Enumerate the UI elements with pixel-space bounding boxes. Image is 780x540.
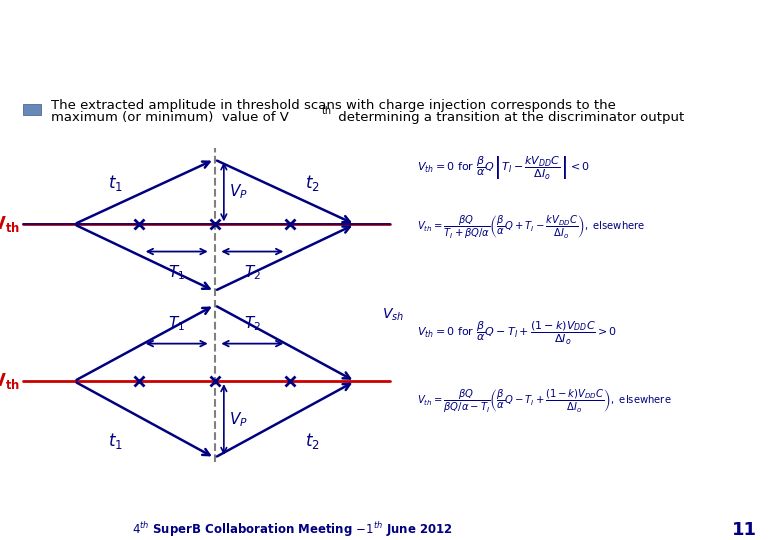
Text: $t_1$: $t_1$ <box>108 173 123 193</box>
Text: determining a transition at the discriminator output: determining a transition at the discrimi… <box>334 111 684 124</box>
Text: $\mathbf{V_{th}}$: $\mathbf{V_{th}}$ <box>0 371 20 391</box>
Text: $T_1$: $T_1$ <box>168 315 185 333</box>
Text: $T_1$: $T_1$ <box>168 264 185 282</box>
Text: maximum (or minimum)  value of V: maximum (or minimum) value of V <box>51 111 289 124</box>
Text: $4^{th}$ SuperB Collaboration Meeting $-1^{th}$ June 2012: $4^{th}$ SuperB Collaboration Meeting $-… <box>132 520 453 539</box>
Text: $V_P$: $V_P$ <box>229 183 247 201</box>
Text: $t_2$: $t_2$ <box>305 173 319 193</box>
FancyBboxPatch shape <box>23 105 41 115</box>
Text: $V_{th} = \dfrac{\beta Q}{\beta Q/\alpha - T_I}\left(\dfrac{\beta}{\alpha}Q - T_: $V_{th} = \dfrac{\beta Q}{\beta Q/\alpha… <box>417 388 672 415</box>
Text: $t_2$: $t_2$ <box>305 431 319 451</box>
Text: Extracted signal amplitude: Extracted signal amplitude <box>16 23 397 47</box>
Text: $t_1$: $t_1$ <box>108 431 123 451</box>
Text: $V_{th} = \dfrac{\beta Q}{T_I + \beta Q/\alpha}\left(\dfrac{\beta}{\alpha}Q + T_: $V_{th} = \dfrac{\beta Q}{T_I + \beta Q/… <box>417 214 646 241</box>
Text: $T_2$: $T_2$ <box>244 315 261 333</box>
Text: $V_{sh}$: $V_{sh}$ <box>382 306 404 323</box>
Text: $V_{th} = 0\ \mathrm{for}\ \dfrac{\beta}{\alpha}Q - T_I + \dfrac{(1-k)V_{DD}C}{\: $V_{th} = 0\ \mathrm{for}\ \dfrac{\beta}… <box>417 320 618 347</box>
Text: th: th <box>321 106 331 116</box>
Text: $T_2$: $T_2$ <box>244 264 261 282</box>
Text: The extracted amplitude in threshold scans with charge injection corresponds to : The extracted amplitude in threshold sca… <box>51 99 615 112</box>
Text: $\mathbf{V_{th}}$: $\mathbf{V_{th}}$ <box>0 214 20 234</box>
Text: $V_P$: $V_P$ <box>229 410 247 429</box>
Text: 11: 11 <box>732 521 757 539</box>
Text: $V_{th} = 0\ \mathrm{for}\ \dfrac{\beta}{\alpha}Q\left|T_I - \dfrac{kV_{DD}C}{\D: $V_{th} = 0\ \mathrm{for}\ \dfrac{\beta}… <box>417 155 590 183</box>
